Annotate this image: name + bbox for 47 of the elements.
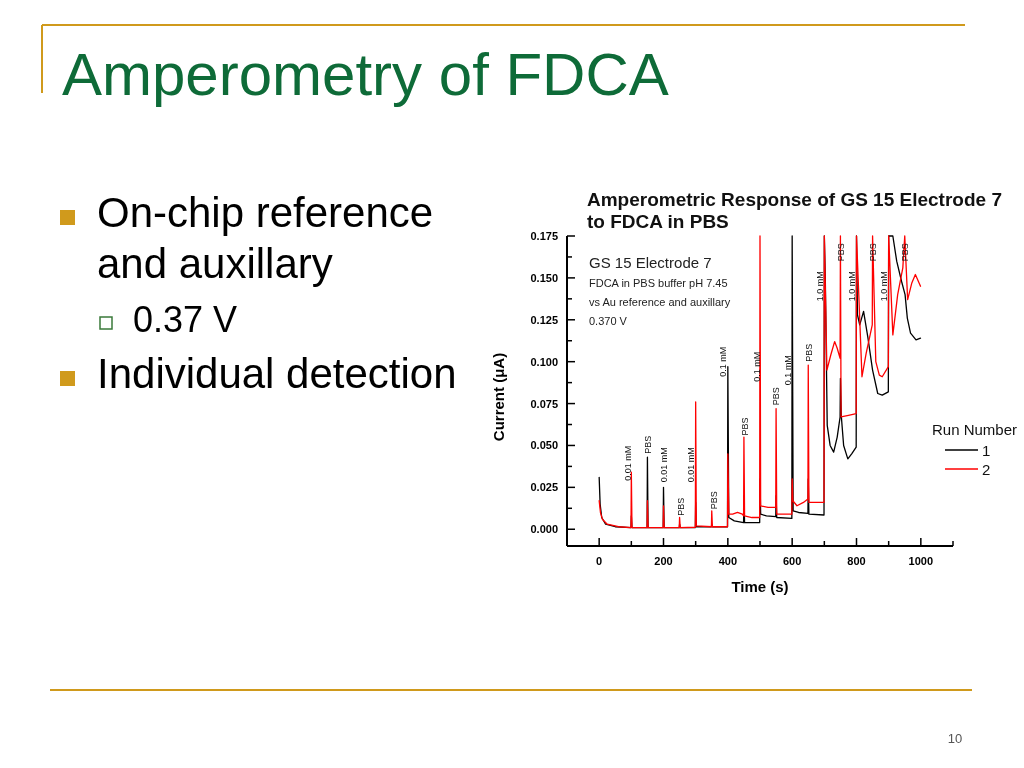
text: On-chip reference and auxillary bbox=[97, 189, 434, 287]
annotation: PBS bbox=[836, 243, 847, 262]
legend-label: 2 bbox=[982, 460, 991, 478]
y-tick-label: 0.000 bbox=[530, 523, 558, 536]
annotation: 1.0 mM bbox=[879, 271, 890, 302]
x-tick-label: 200 bbox=[654, 555, 673, 567]
y-axis-title: Current (μA) bbox=[490, 352, 507, 442]
y-tick-label: 0.125 bbox=[530, 313, 558, 326]
annotation: 0.01 mM bbox=[686, 447, 697, 483]
annotation: 0.1 mM bbox=[718, 346, 729, 377]
annotation: PBS bbox=[803, 343, 814, 362]
annotation: PBS bbox=[900, 243, 911, 262]
annotation: vs Au reference and auxillary bbox=[589, 296, 731, 308]
annotation: 1.0 mM bbox=[846, 271, 857, 302]
x-tick-label: 1000 bbox=[908, 555, 934, 567]
annotation: PBS bbox=[867, 243, 878, 262]
annotation: FDCA in PBS buffer pH 7.45 bbox=[589, 277, 728, 289]
legend-title: Run Number bbox=[932, 421, 1018, 438]
x-tick-label: 600 bbox=[782, 555, 802, 567]
x-tick-label: 800 bbox=[847, 555, 866, 567]
annotation: PBS bbox=[739, 417, 750, 436]
y-tick-label: 0.050 bbox=[530, 439, 558, 452]
annotation: 0.01 mM bbox=[623, 445, 634, 481]
text: 0.37 V bbox=[133, 299, 238, 340]
x-tick-label: 400 bbox=[718, 555, 738, 567]
y-tick-label: 0.025 bbox=[530, 481, 558, 494]
annotation: 1.0 mM bbox=[814, 271, 825, 302]
y-tick-label: 0.075 bbox=[530, 397, 558, 410]
y-tick-label: 0.100 bbox=[530, 355, 558, 368]
annotation: 0.1 mM bbox=[782, 355, 793, 386]
y-tick-label: 0.150 bbox=[530, 271, 558, 284]
annotation: 0.1 mM bbox=[751, 351, 762, 382]
chart-title: Amperometric Response of GS 15 Electrode 7 to FDCA in PBS bbox=[587, 189, 1002, 232]
x-tick-label: 0 bbox=[596, 555, 603, 567]
legend-label: 1 bbox=[982, 441, 991, 459]
annotation: GS 15 Electrode 7 bbox=[589, 254, 712, 271]
text: Individual detection bbox=[97, 350, 457, 397]
annotation: 0.370 V bbox=[589, 315, 628, 327]
annotation: PBS bbox=[643, 435, 654, 454]
text: 10 bbox=[947, 731, 963, 746]
annotation: PBS bbox=[708, 491, 719, 510]
annotation: PBS bbox=[676, 497, 687, 516]
x-axis-title: Time (s) bbox=[731, 578, 789, 595]
text: Amperometry of FDCA bbox=[62, 41, 669, 108]
annotation: 0.01 mM bbox=[658, 447, 669, 483]
annotation: PBS bbox=[771, 387, 782, 406]
y-tick-label: 0.175 bbox=[530, 230, 558, 242]
